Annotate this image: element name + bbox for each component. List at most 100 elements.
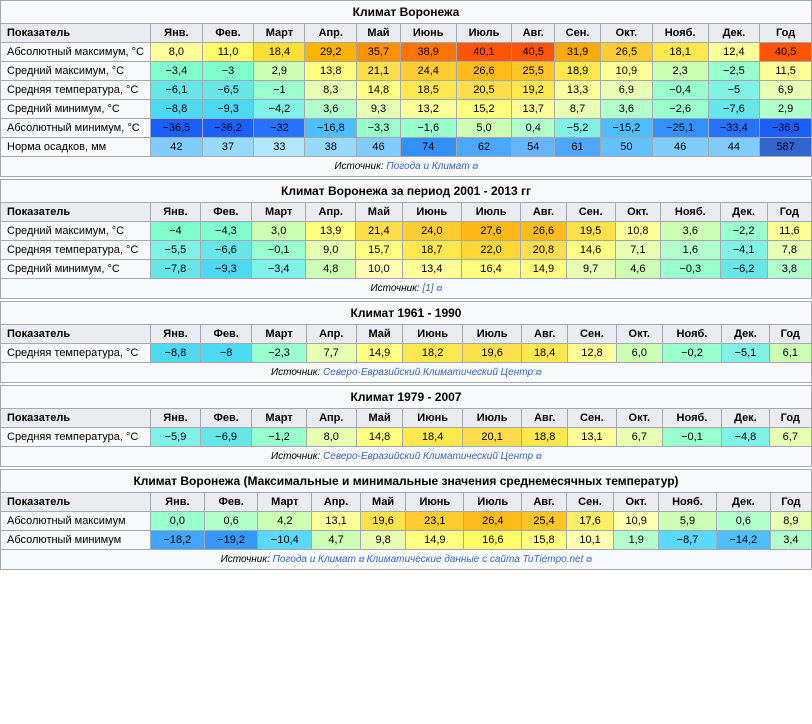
data-cell: 4,7 — [312, 531, 361, 550]
data-cell: −36,2 — [202, 119, 254, 138]
data-cell: −8,8 — [151, 100, 203, 119]
data-cell: 9,3 — [357, 100, 401, 119]
data-cell: 26,4 — [464, 512, 522, 531]
data-cell: 6,0 — [616, 344, 662, 363]
data-cell: 8,3 — [305, 81, 357, 100]
table-title: Климат 1961 - 1990 — [1, 302, 812, 325]
data-cell: 1,9 — [614, 531, 659, 550]
data-cell: 0,4 — [512, 119, 555, 138]
row-label: Средний минимум, °C — [1, 260, 151, 279]
col-header-month: Год — [760, 24, 812, 43]
row-label: Абсолютный минимум — [1, 531, 151, 550]
data-cell: 18,2 — [403, 344, 462, 363]
data-cell: −36,5 — [760, 119, 812, 138]
data-cell: 6,1 — [769, 344, 811, 363]
data-cell: 37 — [202, 138, 254, 157]
data-cell: 8,0 — [151, 43, 203, 62]
data-cell: 2,9 — [760, 100, 812, 119]
data-cell: −2,6 — [652, 100, 708, 119]
data-cell: 8,7 — [555, 100, 601, 119]
data-cell: 13,2 — [400, 100, 456, 119]
climate-table: Климат 1961 - 1990ПоказательЯнв.Фев.Март… — [0, 301, 812, 383]
data-cell: 23,1 — [406, 512, 464, 531]
source-link[interactable]: Климатические данные с сайта TuTiempo.ne… — [367, 554, 584, 565]
col-header-month: Июль — [456, 24, 512, 43]
source-link[interactable]: [1] — [422, 283, 433, 294]
source-prefix: Источник: — [271, 451, 323, 462]
data-cell: 19,6 — [360, 512, 405, 531]
col-header-month: Апр. — [306, 409, 356, 428]
data-cell: −5 — [708, 81, 760, 100]
col-header-month: Июнь — [406, 493, 464, 512]
source-cell: Источник: Северо-Евразийский Климатическ… — [1, 363, 812, 383]
data-cell: 13,8 — [305, 62, 357, 81]
data-cell: 3,4 — [770, 531, 811, 550]
data-cell: −0,1 — [252, 241, 306, 260]
data-cell: 4,6 — [615, 260, 661, 279]
col-header-month: Фев. — [202, 24, 254, 43]
data-cell: 20,5 — [456, 81, 512, 100]
col-header-month: Дек. — [708, 24, 760, 43]
data-cell: −6,9 — [200, 428, 251, 447]
col-header-month: Май — [356, 409, 403, 428]
row-label: Абсолютный максимум — [1, 512, 151, 531]
data-cell: 14,8 — [356, 428, 403, 447]
col-header-month: Июнь — [403, 325, 462, 344]
data-cell: 40,1 — [456, 43, 512, 62]
table-row: Средняя температура, °C−5,5−6,6−0,19,015… — [1, 241, 812, 260]
col-header-indicator: Показатель — [1, 203, 151, 222]
row-label: Средняя температура, °C — [1, 428, 151, 447]
source-link[interactable]: Погода и Климат — [273, 554, 356, 565]
data-cell: 22,0 — [461, 241, 520, 260]
source-prefix: Источник: — [370, 283, 422, 294]
data-cell: 2,9 — [254, 62, 305, 81]
col-header-month: Нояб. — [662, 409, 722, 428]
col-header-month: Июнь — [400, 24, 456, 43]
source-cell: Источник: [1] ⧉ — [1, 279, 812, 299]
data-cell: 11,5 — [760, 62, 812, 81]
data-cell: 26,6 — [521, 222, 566, 241]
col-header-month: Июль — [461, 203, 520, 222]
data-cell: −5,9 — [151, 428, 201, 447]
data-cell: 9,0 — [306, 241, 356, 260]
data-cell: −4 — [151, 222, 201, 241]
data-cell: 2,3 — [652, 62, 708, 81]
data-cell: 0,6 — [717, 512, 771, 531]
data-cell: 31,9 — [555, 43, 601, 62]
data-cell: −3 — [202, 62, 254, 81]
data-cell: 21,1 — [357, 62, 401, 81]
source-link[interactable]: Северо-Евразийский Климатический Центр — [323, 367, 533, 378]
data-cell: −3,3 — [357, 119, 401, 138]
data-cell: −14,2 — [717, 531, 771, 550]
col-header-month: Фев. — [204, 493, 258, 512]
source-link[interactable]: Северо-Евразийский Климатический Центр — [323, 451, 533, 462]
data-cell: −18,2 — [151, 531, 205, 550]
data-cell: 26,5 — [601, 43, 653, 62]
data-cell: −9,3 — [202, 100, 254, 119]
table-row: Норма осадков, мм42373338467462546150464… — [1, 138, 812, 157]
data-cell: 0,6 — [204, 512, 258, 531]
source-link[interactable]: Погода и Климат — [386, 161, 469, 172]
table-title: Климат 1979 - 2007 — [1, 386, 812, 409]
external-link-icon: ⧉ — [434, 284, 442, 293]
col-header-month: Янв. — [151, 24, 203, 43]
data-cell: −32 — [254, 119, 305, 138]
data-cell: 11,0 — [202, 43, 254, 62]
row-label: Норма осадков, мм — [1, 138, 151, 157]
data-cell: 33 — [254, 138, 305, 157]
table-row: Абсолютный минимум−18,2−19,2−10,44,79,81… — [1, 531, 812, 550]
table-row: Средняя температура, °C−6,1−6,5−18,314,8… — [1, 81, 812, 100]
data-cell: −7,6 — [708, 100, 760, 119]
external-link-icon: ⧉ — [356, 555, 364, 564]
data-cell: −4,8 — [722, 428, 769, 447]
data-cell: 25,4 — [522, 512, 566, 531]
data-cell: −0,3 — [661, 260, 720, 279]
row-label: Средний максимум, °C — [1, 62, 151, 81]
data-cell: 8,0 — [306, 428, 356, 447]
col-header-month: Янв. — [151, 325, 201, 344]
data-cell: 13,9 — [306, 222, 356, 241]
data-cell: 7,7 — [306, 344, 356, 363]
data-cell: 29,2 — [305, 43, 357, 62]
data-cell: −6,6 — [200, 241, 251, 260]
data-cell: 11,6 — [767, 222, 811, 241]
